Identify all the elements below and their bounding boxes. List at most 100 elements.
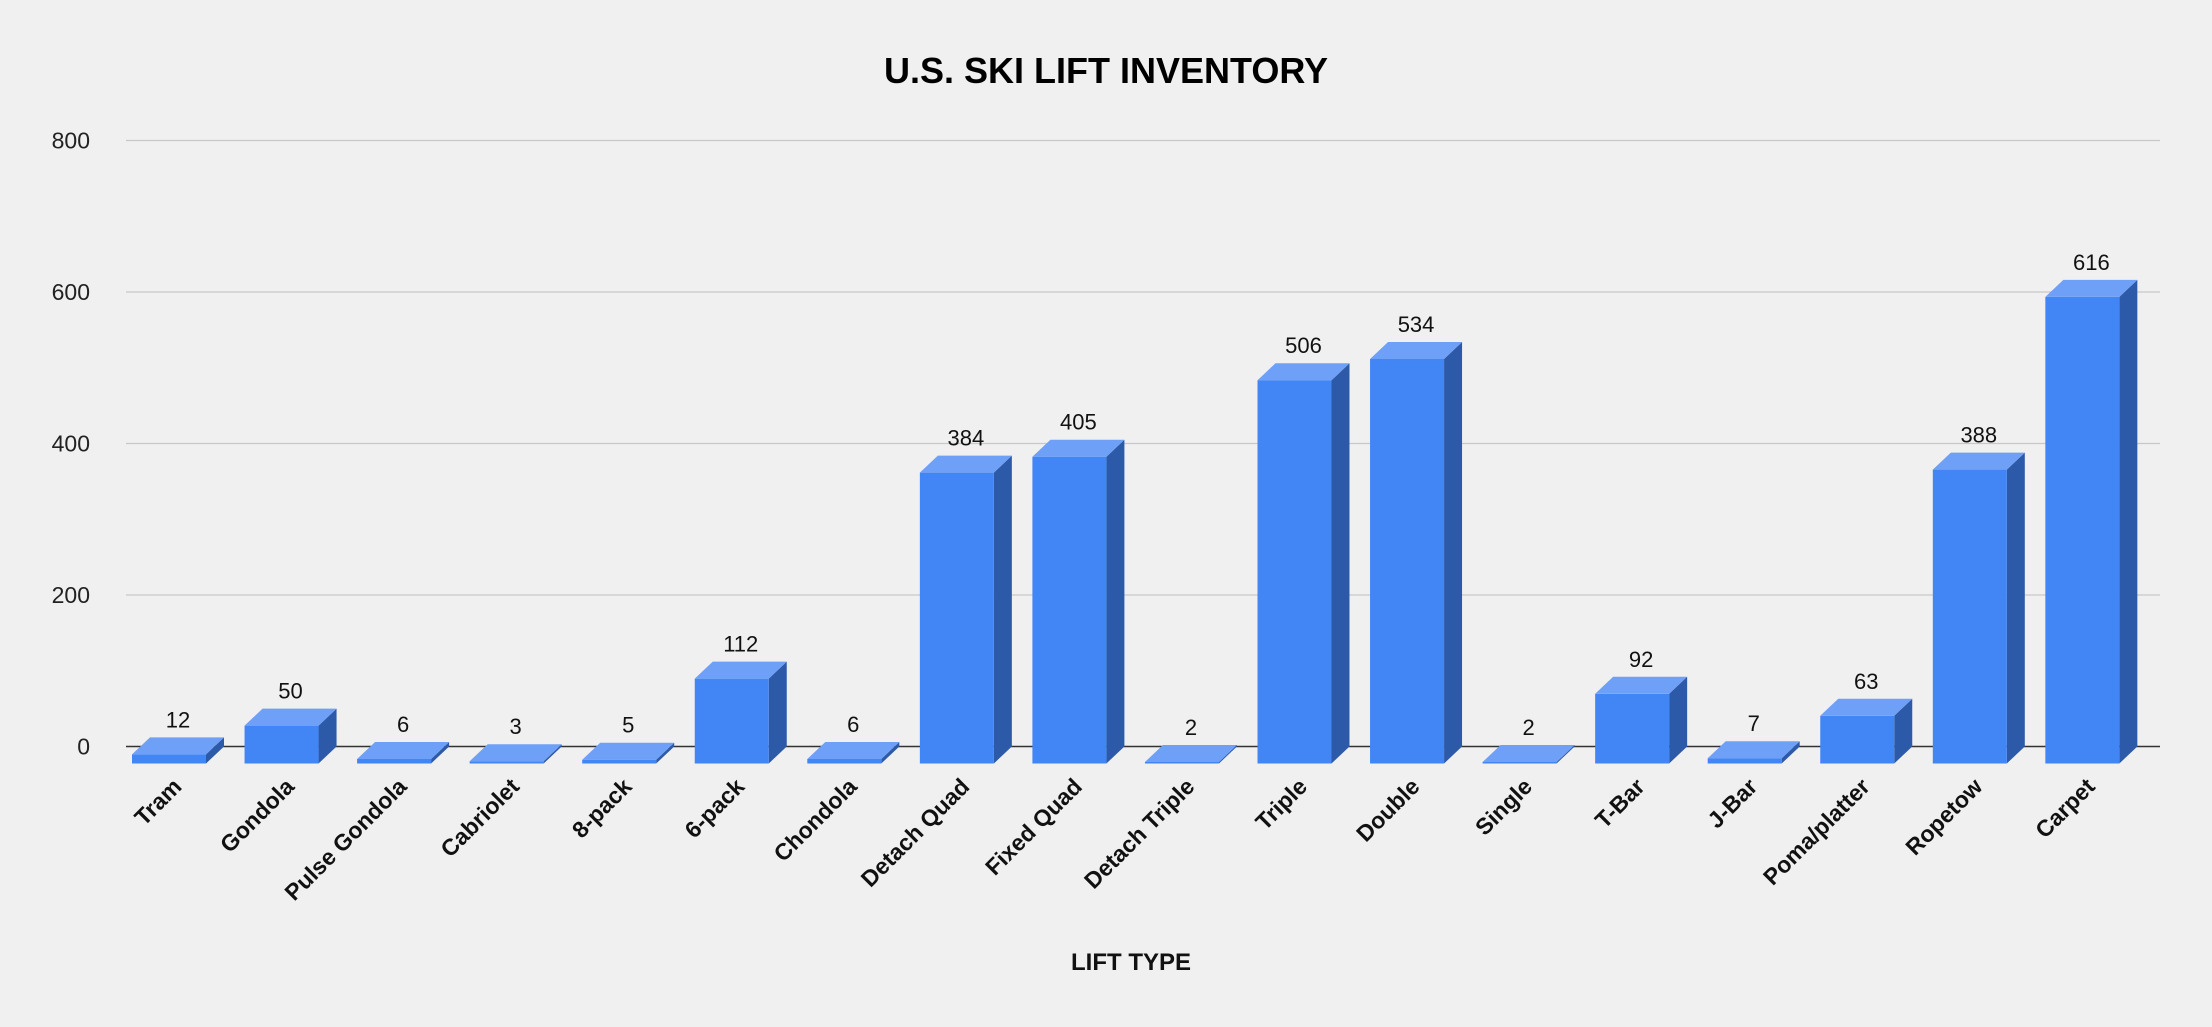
data-label: 405	[1060, 410, 1097, 435]
bar-front-face	[1032, 456, 1107, 764]
bar-front-face	[582, 759, 657, 764]
bars-layer	[132, 279, 2138, 764]
bar-top-face	[1820, 698, 1913, 716]
bar-top-face	[1257, 363, 1350, 381]
bar-side-face	[206, 737, 224, 764]
x-tick-label: Gondola	[215, 773, 299, 857]
bar-front-face	[1482, 761, 1557, 764]
bar-tram	[132, 737, 224, 764]
bar-carpet	[2045, 279, 2138, 764]
bar-front-face	[1820, 715, 1895, 764]
data-label: 112	[723, 632, 758, 657]
bar-gondola	[244, 708, 337, 764]
data-label: 50	[278, 679, 302, 704]
bar-front-face	[1932, 469, 2007, 764]
bar-top-face	[1932, 452, 2025, 470]
data-label: 616	[2073, 250, 2110, 275]
x-tick-label: Triple	[1250, 773, 1312, 835]
x-tick-label: Carpet	[2030, 773, 2100, 843]
bar-top-face	[1595, 676, 1688, 694]
data-label: 2	[1522, 715, 1534, 740]
bar-top-face	[1707, 741, 1800, 759]
x-tick-label: Fixed Quad	[980, 773, 1087, 880]
bar-front-face	[1144, 761, 1219, 764]
bar-front-face	[2045, 296, 2120, 764]
bar-t-bar	[1595, 676, 1688, 764]
bar-single	[1482, 744, 1575, 764]
x-tick-label: Pulse Gondola	[279, 773, 411, 905]
x-tick-label: T-Bar	[1590, 773, 1650, 833]
y-axis-ticks: 0 200 400 600 800	[52, 128, 90, 760]
x-tick-label: Tram	[129, 773, 186, 830]
bar-pulse-gondola	[357, 741, 450, 764]
bar-top-face	[132, 737, 224, 755]
bar-side-face	[1669, 676, 1688, 764]
bar-front-face	[1595, 693, 1670, 764]
bar-top-face	[1032, 439, 1125, 457]
data-label: 506	[1285, 333, 1322, 358]
bar-side-face	[1781, 741, 1800, 764]
bar-top-face	[244, 708, 337, 726]
bar-side-face	[1218, 744, 1237, 764]
x-tick-label: Poma/platter	[1758, 773, 1875, 890]
bar-fixed-quad	[1032, 439, 1125, 764]
bar-side-face	[543, 744, 562, 764]
x-tick-label: Cabriolet	[435, 773, 524, 862]
bar-side-face	[656, 742, 675, 764]
bar-top-face	[1370, 341, 1463, 359]
y-tick-label: 0	[77, 734, 90, 760]
bar-side-face	[1894, 698, 1913, 764]
bar-front-face	[1370, 358, 1445, 764]
bar-top-face	[357, 741, 450, 759]
x-tick-label: Chondola	[768, 773, 862, 867]
bar-side-face	[768, 661, 787, 764]
chart-title: U.S. SKI LIFT INVENTORY	[884, 50, 1328, 91]
bar-triple	[1257, 363, 1350, 764]
x-tick-label: Single	[1470, 773, 1537, 840]
grid-layer	[126, 139, 2160, 748]
bar-top-face	[919, 455, 1012, 473]
x-tick-label: Ropetow	[1900, 773, 1987, 860]
bar-side-face	[431, 741, 450, 764]
bar-front-face	[357, 758, 432, 764]
bar-top-face	[582, 742, 675, 760]
bar-front-face	[919, 472, 994, 764]
data-label: 3	[510, 714, 522, 739]
bar-front-face	[1707, 758, 1782, 764]
bar-top-face	[2045, 279, 2138, 297]
bar-side-face	[318, 708, 337, 764]
data-label: 388	[1960, 423, 1997, 448]
bar-6-pack	[694, 661, 787, 764]
x-tick-label: 8-pack	[567, 773, 637, 843]
bar-detach-triple	[1144, 744, 1237, 764]
bar-ropetow	[1932, 452, 2025, 764]
bar-side-face	[1556, 744, 1575, 764]
y-tick-label: 800	[52, 128, 90, 154]
data-label: 5	[622, 713, 634, 738]
bar-top-face	[807, 741, 900, 759]
bar-front-face	[469, 761, 544, 764]
bar-poma-platter	[1820, 698, 1913, 764]
bar-side-face	[2006, 452, 2025, 764]
x-axis-title: LIFT TYPE	[1071, 949, 1191, 976]
y-tick-label: 200	[52, 582, 90, 608]
bar-side-face	[881, 741, 900, 764]
bar-side-face	[993, 455, 1012, 764]
bar-side-face	[1444, 341, 1463, 764]
y-tick-label: 400	[52, 431, 90, 457]
x-tick-label: Detach Quad	[856, 773, 975, 892]
data-label: 6	[397, 712, 409, 737]
y-tick-label: 600	[52, 279, 90, 305]
data-label: 12	[166, 707, 190, 732]
x-tick-label: 6-pack	[679, 773, 749, 843]
data-label: 92	[1629, 647, 1653, 672]
bar-detach-quad	[919, 455, 1012, 764]
bar-double	[1370, 341, 1463, 764]
bar-8-pack	[582, 742, 675, 764]
data-label: 384	[947, 426, 984, 451]
bar-top-face	[694, 661, 787, 679]
data-label: 7	[1748, 711, 1760, 736]
